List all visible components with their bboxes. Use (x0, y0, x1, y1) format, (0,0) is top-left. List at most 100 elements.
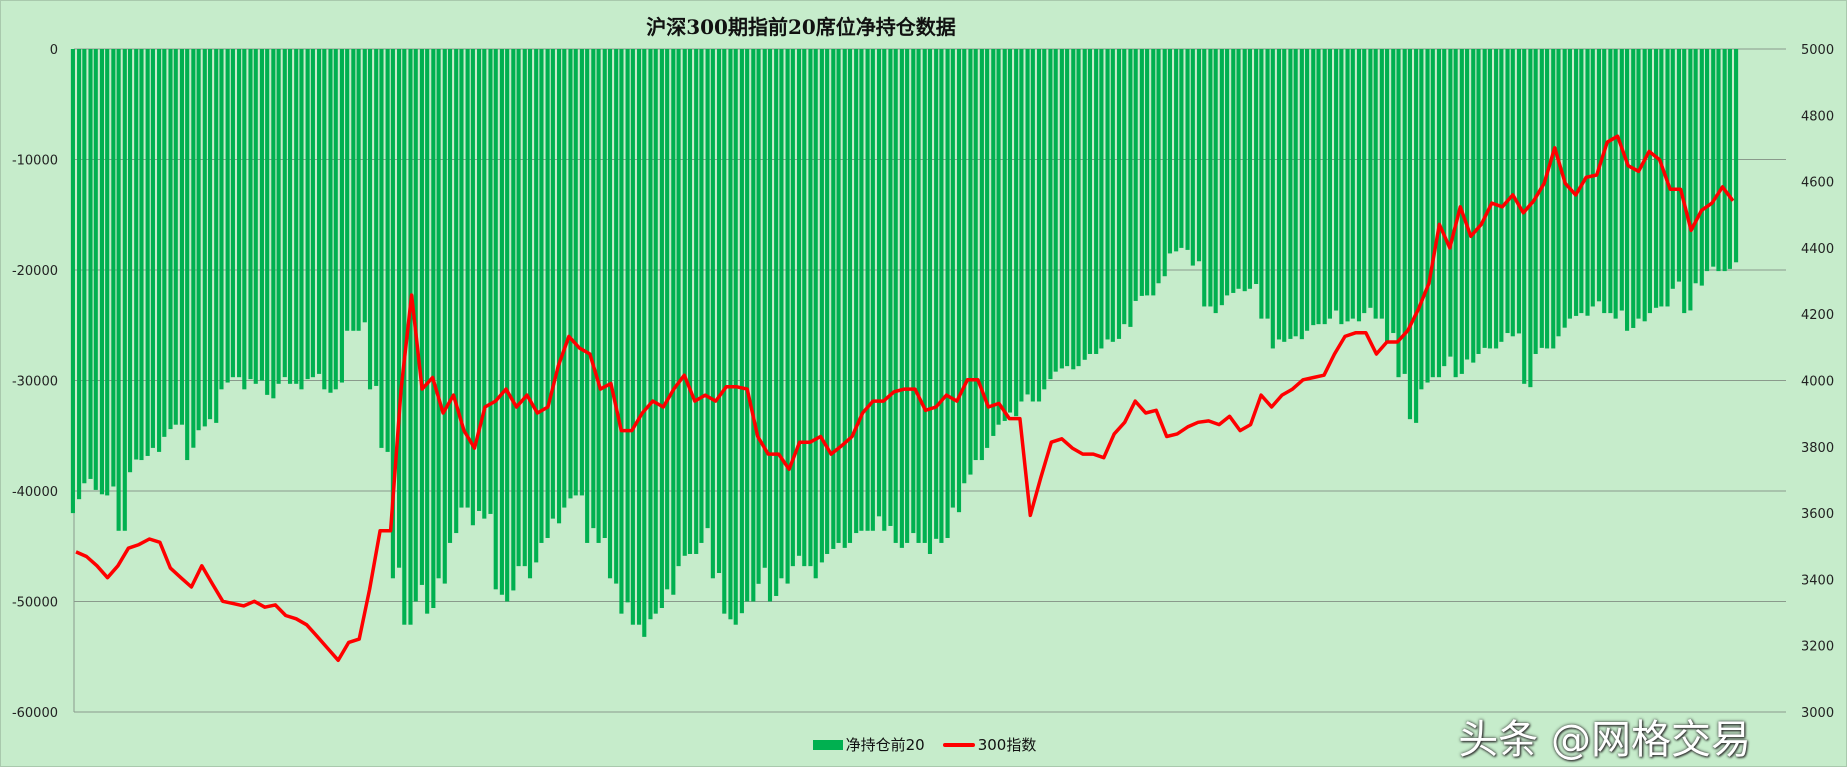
bar (499, 49, 504, 595)
bar (973, 49, 978, 461)
watermark: 头条 @网格交易 (1458, 717, 1751, 763)
bar (1505, 49, 1510, 334)
bar (173, 49, 178, 425)
bar (808, 49, 813, 567)
legend-swatch-bar (812, 739, 843, 750)
bar (259, 49, 264, 381)
bar (882, 49, 887, 531)
bar (282, 49, 287, 378)
bar (1007, 49, 1013, 413)
y-left-tick-label: -60000 (12, 706, 58, 721)
bar (710, 49, 715, 579)
bar (648, 49, 653, 620)
bar (991, 49, 996, 436)
bar (985, 49, 990, 448)
bar (431, 49, 436, 609)
bar (253, 49, 258, 384)
bar (374, 49, 379, 386)
bar (1585, 49, 1590, 316)
bar (539, 49, 544, 543)
bar (1699, 49, 1704, 286)
bar (145, 49, 150, 456)
bar (476, 49, 482, 511)
bar (511, 49, 516, 591)
bar (1219, 49, 1224, 306)
bar (1528, 49, 1533, 388)
bar (1167, 49, 1173, 254)
bar (1602, 49, 1607, 314)
bar (242, 49, 247, 390)
bar (1676, 49, 1682, 282)
bar (1539, 49, 1544, 348)
y-right-tick-label: 4000 (1801, 375, 1834, 390)
bar (111, 49, 116, 487)
bar (653, 49, 658, 614)
y-right-tick-label: 4400 (1801, 242, 1834, 257)
bar (150, 49, 155, 448)
y-right-tick-label: 4600 (1801, 176, 1834, 191)
bar (1213, 49, 1218, 314)
bar (139, 49, 144, 461)
bar (162, 49, 167, 437)
bar (1734, 49, 1739, 263)
bar (899, 49, 904, 548)
bar (191, 49, 196, 448)
bar (1231, 49, 1236, 293)
bar (265, 49, 270, 395)
bar (756, 49, 761, 584)
bar (962, 49, 967, 484)
bar (1110, 49, 1115, 342)
bar (1162, 49, 1167, 277)
bar (351, 49, 356, 331)
bar (1636, 49, 1641, 319)
bar (870, 49, 875, 531)
bar (408, 49, 413, 625)
bar (1385, 49, 1390, 342)
bar (1556, 49, 1561, 337)
bar (93, 49, 98, 490)
y-right-tick-label: 4200 (1801, 308, 1834, 323)
bar (739, 49, 744, 614)
bar (1362, 49, 1367, 314)
bar (339, 49, 344, 383)
bar (134, 49, 139, 460)
bar (522, 49, 527, 567)
bar (1379, 49, 1384, 319)
bar (699, 49, 704, 543)
bar (1373, 49, 1378, 319)
bar (248, 49, 253, 380)
bar (1705, 49, 1710, 272)
bar (419, 49, 424, 585)
bar (1202, 49, 1207, 307)
bar (459, 49, 464, 508)
bar (1065, 49, 1070, 367)
bar (1105, 49, 1110, 340)
bar (127, 49, 133, 473)
bar (1242, 49, 1247, 292)
bar (996, 49, 1001, 425)
y-left-tick-label: -30000 (12, 375, 58, 390)
bar (813, 49, 818, 579)
bar (945, 49, 950, 538)
bar (630, 49, 635, 625)
bar (1030, 49, 1035, 402)
bar (436, 49, 441, 579)
bar (1270, 49, 1275, 349)
y-left-tick-label: -10000 (12, 154, 58, 169)
bar (1522, 49, 1527, 384)
bar (911, 49, 916, 534)
bar (1179, 49, 1184, 248)
bar (322, 49, 327, 390)
bar (968, 49, 973, 475)
bar (1414, 49, 1419, 423)
bar (1151, 49, 1156, 296)
bar (385, 49, 390, 452)
bar (636, 49, 642, 625)
bar (122, 49, 127, 531)
bar (836, 49, 841, 543)
bar (1259, 49, 1264, 319)
bar (687, 49, 693, 554)
bar (1225, 49, 1230, 296)
bar (294, 49, 299, 384)
